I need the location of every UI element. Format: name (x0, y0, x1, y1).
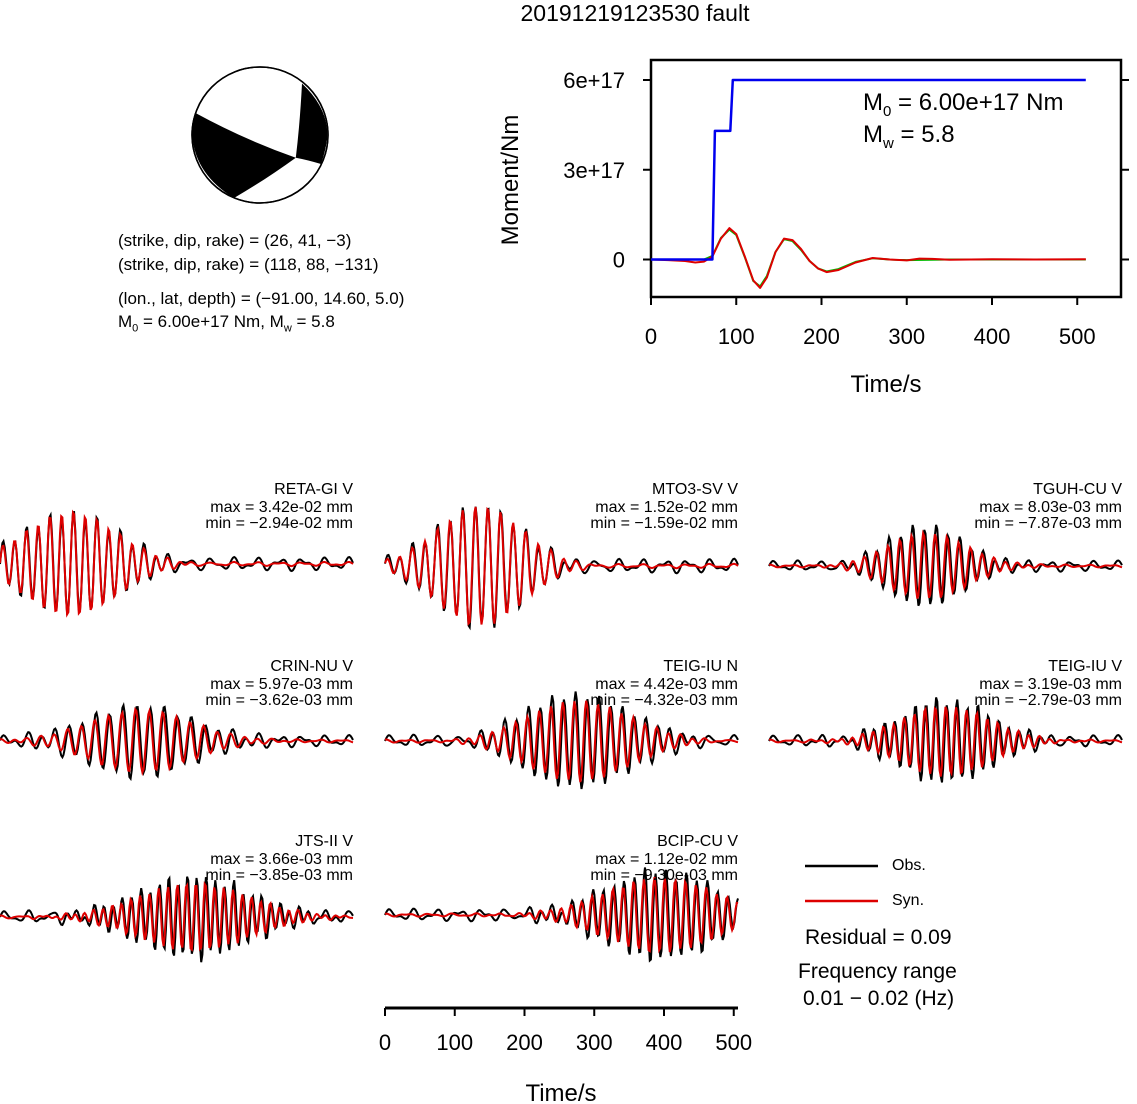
observed-waveform (384, 691, 739, 790)
x-tick-label: 0 (645, 324, 657, 349)
focal-mechanism-beachball (191, 66, 329, 204)
frequency-range-title: Frequency range (798, 960, 957, 983)
station-min: min = −3.85e-03 mm (205, 867, 353, 884)
time-tick-label: 500 (715, 1030, 752, 1055)
time-tick-label: 0 (379, 1030, 391, 1055)
x-tick-label: 100 (718, 324, 755, 349)
station-min: min = −1.59e-02 mm (590, 515, 738, 532)
station-min: min = −4.32e-03 mm (590, 692, 738, 709)
x-tick-label: 300 (888, 324, 925, 349)
legend-syn-label: Syn. (892, 892, 925, 909)
station-max: max = 3.66e-03 mm (210, 851, 353, 868)
moment-plot: 0 3e+17 6e+17 0 100 200 300 400 500 Time/s Moment/… (497, 58, 1129, 398)
legend-obs-label: Obs. (892, 857, 926, 874)
station-name: TEIG-IU N (663, 658, 738, 675)
station-name: RETA-GI V (274, 481, 353, 498)
station-max: max = 4.42e-03 mm (595, 676, 738, 693)
station-max: max = 8.03e-03 mm (979, 499, 1122, 516)
y-tick-label: 6e+17 (563, 68, 625, 93)
synthetic-waveform (0, 706, 354, 777)
residual-text: Residual = 0.09 (805, 926, 952, 949)
station-name: BCIP-CU V (657, 833, 738, 850)
nodal-plane-2: (strike, dip, rake) = (118, 88, −131) (118, 255, 379, 274)
moment-annotation: M0 = 6.00e+17 Nm (863, 89, 1063, 120)
x-tick-label: 200 (803, 324, 840, 349)
nodal-plane-1: (strike, dip, rake) = (26, 41, −3) (118, 231, 352, 250)
time-tick-label: 100 (436, 1030, 473, 1055)
station-name: TEIG-IU V (1048, 658, 1122, 675)
x-tick-label: 500 (1059, 324, 1096, 349)
observed-waveform (384, 506, 739, 631)
station-max: max = 3.19e-03 mm (979, 676, 1122, 693)
station-max: max = 3.42e-02 mm (210, 499, 353, 516)
synthetic-waveform (384, 876, 739, 954)
station-max: max = 1.52e-02 mm (595, 499, 738, 516)
station-name: JTS-II V (295, 833, 353, 850)
moment-rate-red-line (651, 227, 1086, 289)
station-min: min = −7.87e-03 mm (974, 515, 1122, 532)
x-axis-label: Time/s (850, 371, 921, 398)
station-max: max = 1.12e-02 mm (595, 851, 738, 868)
synthetic-waveform (384, 700, 739, 783)
synthetic-waveform (384, 506, 739, 627)
station-max: max = 5.97e-03 mm (210, 676, 353, 693)
station-min: min = −2.79e-03 mm (974, 692, 1122, 709)
observed-waveform (768, 524, 1123, 607)
synthetic-waveform (768, 706, 1123, 777)
hypocenter-location: (lon., lat, depth) = (−91.00, 14.60, 5.0… (118, 289, 405, 308)
time-tick-label: 300 (576, 1030, 613, 1055)
waveform-time-axis: 0 100 200 300 400 500 Time/s (379, 1006, 752, 1104)
moment-plot-frame (649, 58, 1123, 299)
moment-magnitude-text: M0 = 6.00e+17 Nm, Mw = 5.8 (118, 312, 335, 335)
y-tick-label: 3e+17 (563, 158, 625, 183)
frequency-range-value: 0.01 − 0.02 (Hz) (803, 987, 955, 1010)
synthetic-waveform (768, 529, 1123, 599)
x-tick-label: 400 (974, 324, 1011, 349)
waveform-x-axis-label: Time/s (525, 1080, 596, 1104)
station-min: min = −9.30e-03 mm (590, 867, 738, 884)
synthetic-waveform (0, 880, 354, 952)
station-name: TGUH-CU V (1033, 481, 1122, 498)
station-name: CRIN-NU V (270, 658, 353, 675)
time-tick-label: 200 (506, 1030, 543, 1055)
beachball-compression-lobe-right (295, 83, 328, 164)
y-axis-label: Moment/Nm (497, 115, 524, 246)
time-tick-label: 400 (646, 1030, 683, 1055)
moment-rate-green-line (651, 228, 1086, 288)
beachball-compression-lobe-left (192, 113, 296, 198)
station-name: MTO3-SV V (652, 481, 738, 498)
synthetic-waveform (0, 509, 354, 618)
station-min: min = −2.94e-02 mm (205, 515, 353, 532)
station-min: min = −3.62e-03 mm (205, 692, 353, 709)
magnitude-annotation: Mw = 5.8 (863, 121, 955, 152)
y-tick-label: 0 (613, 248, 625, 273)
source-time-function-line (651, 78, 1086, 261)
page-title: 20191219123530 fault (520, 0, 750, 26)
